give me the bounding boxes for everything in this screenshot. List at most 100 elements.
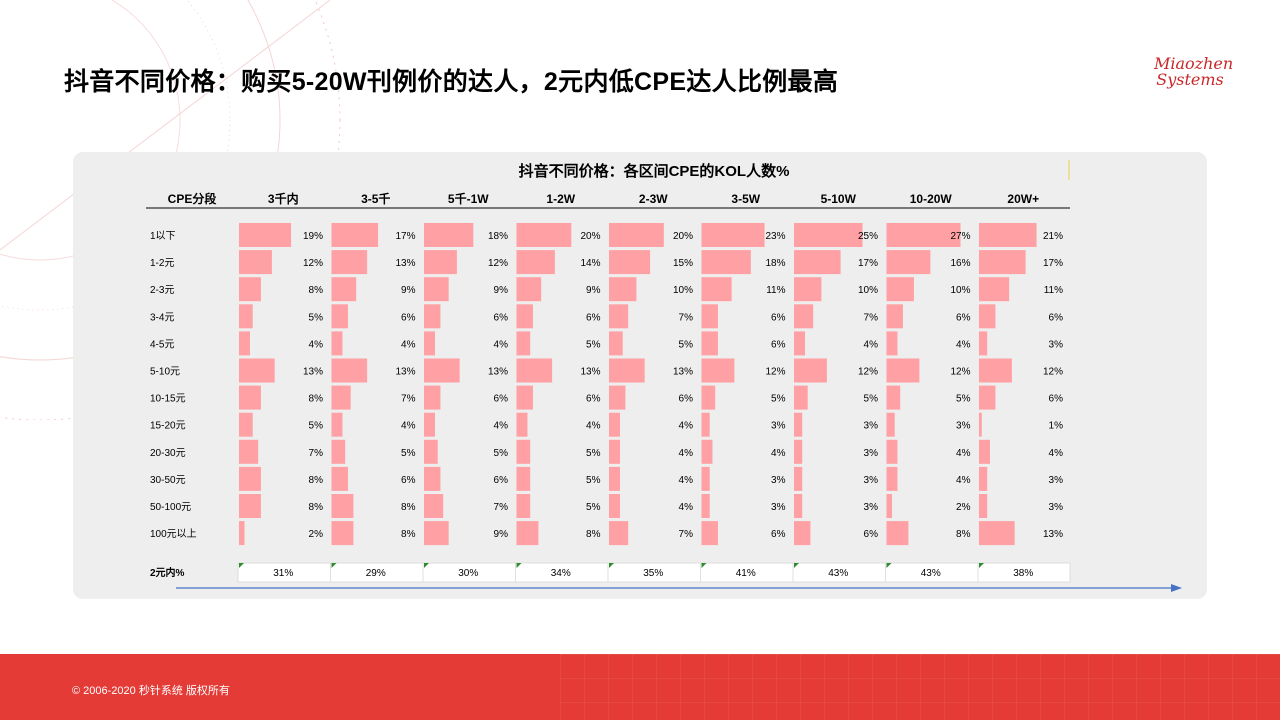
bar xyxy=(609,358,645,383)
bar xyxy=(701,358,735,383)
bar xyxy=(701,250,751,275)
value-label: 6% xyxy=(586,312,601,323)
cell-marker xyxy=(424,563,429,568)
bar xyxy=(979,466,988,491)
cell-marker xyxy=(886,563,892,568)
bar xyxy=(516,250,555,275)
value-label: 5% xyxy=(586,448,601,459)
bar xyxy=(609,331,623,356)
bar xyxy=(886,277,914,302)
value-label: 3% xyxy=(771,502,786,513)
bar xyxy=(516,412,528,437)
value-label: 5% xyxy=(309,312,324,323)
bar xyxy=(239,304,253,329)
summary-value: 29% xyxy=(366,568,386,579)
bar xyxy=(239,466,261,491)
bar xyxy=(701,439,713,464)
bar xyxy=(239,277,261,302)
bar xyxy=(886,494,892,518)
bar xyxy=(979,331,988,356)
value-label: 13% xyxy=(303,367,323,378)
page-title: 抖音不同价格：购买5-20W刊例价的达人，2元内低CPE达人比例最高 xyxy=(64,68,839,96)
value-label: 11% xyxy=(1044,285,1063,296)
bar xyxy=(701,277,732,302)
row-label: 100元以上 xyxy=(150,528,197,540)
bar xyxy=(331,412,343,437)
cell-marker xyxy=(794,563,799,568)
bar xyxy=(331,466,348,491)
bar xyxy=(424,412,435,437)
bar xyxy=(239,223,292,247)
value-label: 10% xyxy=(950,285,970,296)
bar xyxy=(794,223,863,247)
bar xyxy=(331,494,354,518)
value-label: 6% xyxy=(771,339,786,350)
bar xyxy=(424,494,444,518)
value-label: 4% xyxy=(494,339,509,350)
bar xyxy=(516,331,531,356)
value-label: 21% xyxy=(1043,231,1063,242)
summary-value: 43% xyxy=(921,568,941,579)
value-label: 6% xyxy=(679,394,694,405)
bar xyxy=(701,304,718,329)
summary-value: 34% xyxy=(551,568,571,579)
bar xyxy=(424,250,457,275)
summary-value: 31% xyxy=(273,568,293,579)
bar xyxy=(979,385,996,410)
bar xyxy=(794,277,822,302)
value-label: 7% xyxy=(494,502,509,513)
value-label: 5% xyxy=(679,339,694,350)
value-label: 4% xyxy=(679,421,694,432)
value-label: 6% xyxy=(771,529,786,540)
value-label: 7% xyxy=(401,394,416,405)
value-label: 4% xyxy=(956,448,971,459)
value-label: 6% xyxy=(956,312,971,323)
bar xyxy=(424,358,460,383)
cell-marker xyxy=(609,563,614,568)
column-header: 1-2W xyxy=(546,192,575,206)
bar xyxy=(239,358,275,383)
value-label: 4% xyxy=(956,339,971,350)
bar xyxy=(424,439,438,464)
value-label: 4% xyxy=(679,448,694,459)
bar xyxy=(794,466,803,491)
value-label: 11% xyxy=(766,285,785,296)
bar xyxy=(701,412,710,437)
bar xyxy=(701,521,718,546)
value-label: 5% xyxy=(771,394,786,405)
value-label: 7% xyxy=(309,448,324,459)
bar xyxy=(331,250,368,275)
bar xyxy=(701,223,765,247)
row-label: 15-20元 xyxy=(150,421,186,432)
row-label: 20-30元 xyxy=(150,448,186,459)
bar xyxy=(886,223,961,247)
bar xyxy=(609,494,620,518)
value-label: 3% xyxy=(864,448,879,459)
value-label: 12% xyxy=(1043,367,1063,378)
bar xyxy=(609,412,620,437)
bar xyxy=(794,331,805,356)
value-label: 2% xyxy=(309,529,324,540)
value-label: 5% xyxy=(586,475,601,486)
value-label: 13% xyxy=(488,367,508,378)
bar xyxy=(979,250,1026,275)
value-label: 4% xyxy=(864,339,879,350)
value-label: 12% xyxy=(950,367,970,378)
row-label: 4-5元 xyxy=(150,339,174,350)
value-label: 2% xyxy=(956,502,971,513)
bar xyxy=(886,521,909,546)
trend-arrow-head xyxy=(1171,584,1182,592)
value-label: 3% xyxy=(864,421,879,432)
value-label: 8% xyxy=(309,394,324,405)
value-label: 4% xyxy=(771,448,786,459)
row-label: 1-2元 xyxy=(150,258,174,269)
bar xyxy=(424,466,441,491)
bar xyxy=(239,385,261,410)
value-label: 4% xyxy=(309,339,324,350)
cell-marker xyxy=(516,563,522,568)
cell-marker xyxy=(701,563,707,568)
bar xyxy=(331,277,357,302)
value-label: 8% xyxy=(401,502,416,513)
bar xyxy=(609,250,651,275)
bar xyxy=(979,494,988,518)
